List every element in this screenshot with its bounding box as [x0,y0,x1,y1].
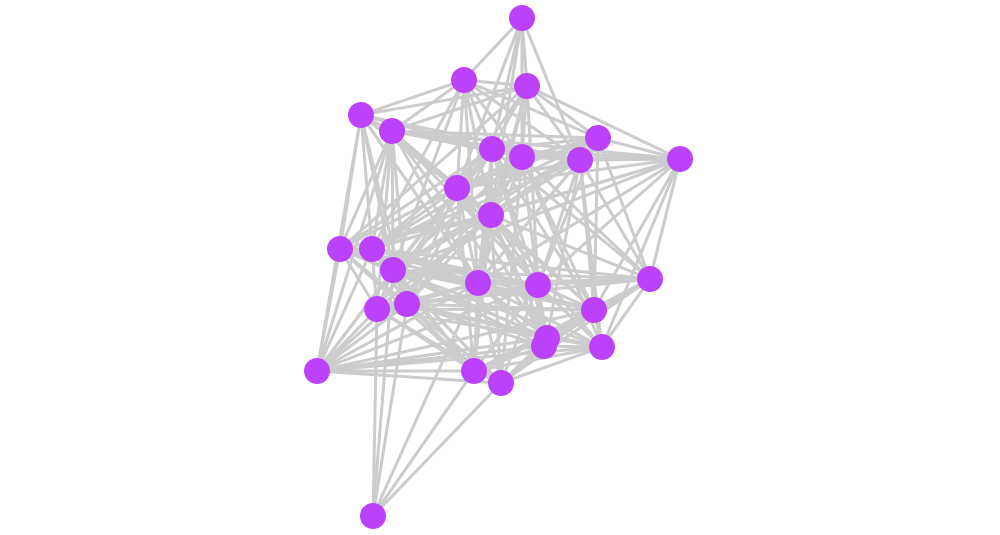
edge-6-7 [491,136,599,151]
node-11[interactable] [444,175,470,201]
node-24[interactable] [589,334,615,360]
nodes-layer [304,5,693,529]
node-9[interactable] [567,147,593,173]
edge-15-18 [392,268,651,281]
edge-11-13 [339,186,458,251]
edge-24-27 [500,345,603,385]
edge-6-10 [597,136,681,161]
edge-14-17 [371,247,539,287]
edge-12-21 [489,213,596,312]
node-15[interactable] [380,257,406,283]
node-23[interactable] [531,333,557,359]
edge-12-14 [371,213,492,251]
edge-14-25 [315,248,374,372]
node-25[interactable] [304,358,330,384]
edge-4-16 [359,114,480,284]
edge-3-10 [526,84,681,161]
edge-20-23 [406,302,545,348]
edge-19-25 [315,307,379,373]
edge-17-25 [316,283,539,373]
node-4[interactable] [348,102,374,128]
node-16[interactable] [465,270,491,296]
edge-7-14 [371,147,493,251]
edge-20-21 [406,302,595,312]
edge-9-10 [579,157,681,162]
edge-3-6 [526,84,599,140]
node-5[interactable] [379,118,405,144]
edge-27-28 [371,381,503,518]
edge-10-24 [600,158,682,348]
node-18[interactable] [637,266,663,292]
node-1[interactable] [509,5,535,31]
node-3[interactable] [514,73,540,99]
node-19[interactable] [364,296,390,322]
edge-13-25 [315,248,342,372]
node-7[interactable] [479,136,505,162]
edge-18-27 [500,277,651,385]
node-21[interactable] [581,297,607,323]
node-27[interactable] [488,370,514,396]
node-6[interactable] [585,125,611,151]
edge-5-6 [391,129,599,140]
edge-9-11 [456,158,581,190]
node-14[interactable] [359,236,385,262]
edge-20-28 [371,303,409,517]
node-26[interactable] [461,358,487,384]
edge-2-4 [360,78,465,117]
node-10[interactable] [667,146,693,172]
edge-18-24 [600,278,652,348]
node-2[interactable] [451,67,477,93]
edge-10-15 [392,157,681,272]
edge-10-17 [537,157,681,287]
edges-layer [315,16,682,518]
node-20[interactable] [394,291,420,317]
edge-12-18 [490,213,651,281]
edge-15-25 [315,269,395,372]
edge-3-4 [360,84,528,117]
edge-2-6 [463,78,599,140]
edge-24-26 [473,345,603,373]
edge-5-13 [338,130,394,250]
edge-12-20 [405,213,493,306]
edge-5-15 [390,130,395,271]
edge-14-18 [371,247,651,281]
edge-26-28 [371,370,476,517]
edge-1-2 [462,16,524,82]
edge-20-24 [406,302,603,349]
edge-19-28 [371,308,379,517]
edge-21-25 [316,308,595,373]
node-13[interactable] [327,236,353,262]
node-8[interactable] [509,144,535,170]
edge-10-21 [592,158,682,311]
edge-4-14 [359,114,374,250]
edge-10-11 [456,157,681,190]
edge-20-25 [316,302,408,373]
edge-1-11 [455,17,524,189]
edge-3-5 [391,84,528,133]
edge-11-17 [455,187,540,286]
node-17[interactable] [525,272,551,298]
edge-10-18 [648,158,682,280]
edge-7-13 [339,147,493,251]
node-12[interactable] [478,202,504,228]
node-28[interactable] [360,503,386,529]
